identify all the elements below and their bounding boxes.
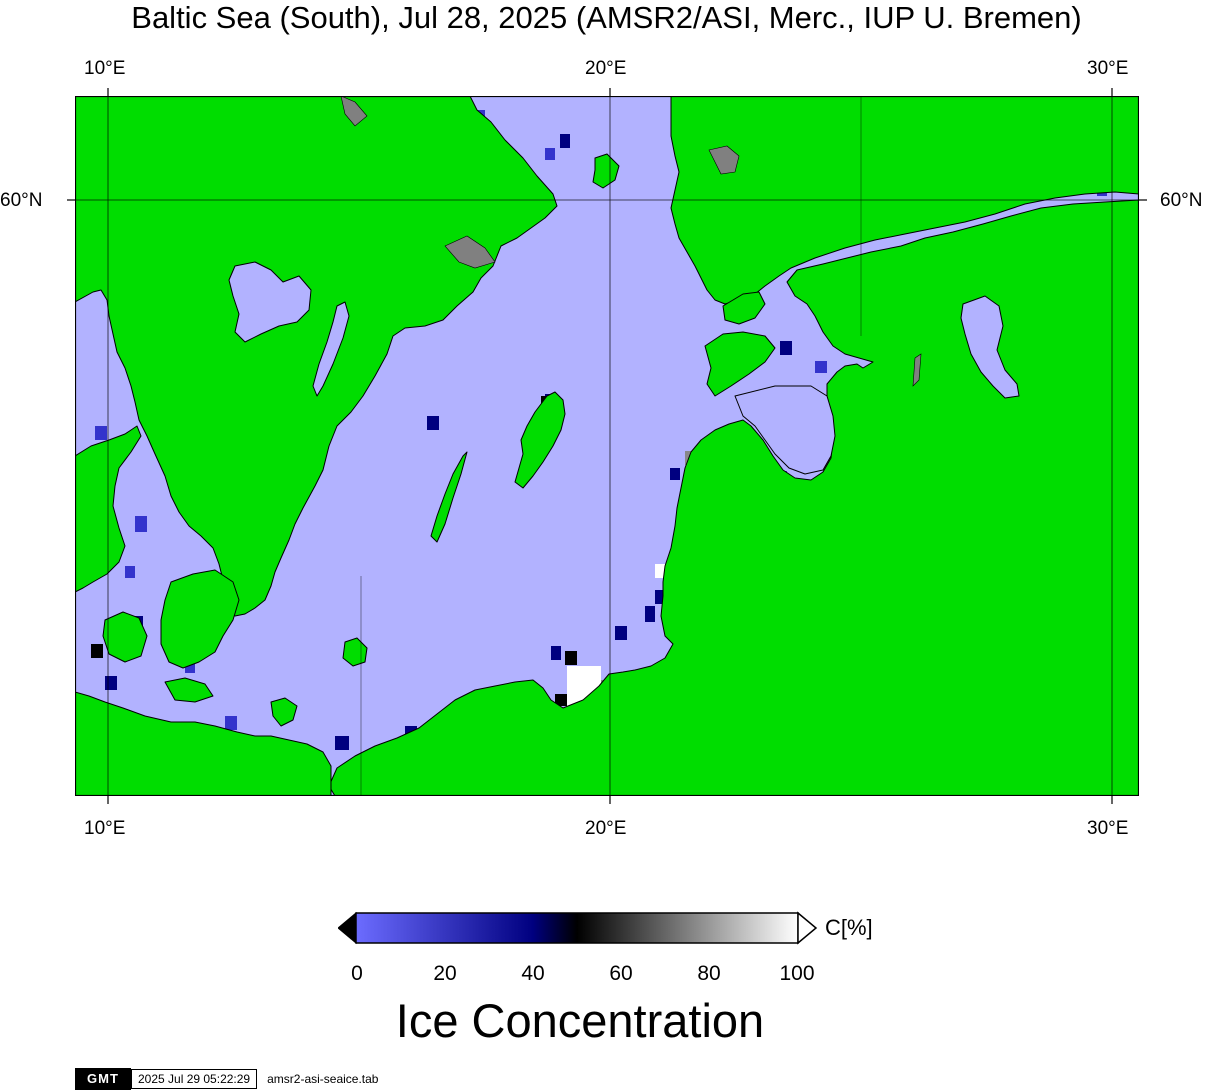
colorbar-tick-20: 20: [433, 962, 457, 985]
colorbar-low-triangle: [338, 911, 357, 945]
land-saaremaa: [704, 331, 776, 397]
land-germany-coast: [75, 691, 332, 796]
land-rugen: [270, 697, 298, 727]
timestamp: 2025 Jul 29 05:22:29: [131, 1068, 258, 1089]
colorbar-gradient: [355, 912, 799, 944]
land-oland: [430, 451, 468, 543]
ice-concentration-colorbar: [338, 911, 818, 945]
colorbar-high-triangle: [797, 911, 818, 945]
land-southeast-coast: [328, 199, 1139, 796]
map-title: Baltic Sea (South), Jul 28, 2025 (AMSR2/…: [131, 0, 1082, 35]
gulf-of-riga: [734, 385, 836, 475]
top-lon-label-30e: 30°E: [1087, 58, 1129, 79]
land-lake-venern: [228, 261, 312, 343]
graticule: [75, 96, 1139, 796]
land-hiiumaa: [722, 291, 766, 325]
bottom-lon-label-10e: 10°E: [84, 818, 126, 839]
colorbar-tick-80: 80: [697, 962, 721, 985]
right-lat-label-60n: 60°N: [1160, 190, 1203, 211]
colorbar-tick-0: 0: [351, 962, 363, 985]
land-lolland: [164, 677, 214, 703]
map-frame: [75, 96, 1139, 796]
top-lon-label-10e: 10°E: [84, 58, 126, 79]
land-lake-vattern: [312, 301, 350, 397]
bottom-lon-label-30e: 30°E: [1087, 818, 1129, 839]
bottom-lon-label-20e: 20°E: [585, 818, 627, 839]
colorbar-tick-100: 100: [779, 962, 815, 985]
baltic-sea-ice-map: [75, 96, 1139, 796]
gmt-logo: GMT: [75, 1067, 131, 1090]
colorbar-tick-40: 40: [521, 962, 545, 985]
masked-cells: [340, 96, 922, 387]
land-funen: [102, 611, 148, 663]
footer: GMT 2025 Jul 29 05:22:29 amsr2-asi-seaic…: [75, 1067, 379, 1090]
source-file-label: amsr2-asi-seaice.tab: [267, 1071, 379, 1086]
land-zealand: [160, 569, 240, 669]
land-scandinavia: [75, 96, 558, 617]
colorbar-tick-60: 60: [609, 962, 633, 985]
colorbar-title: Ice Concentration: [395, 994, 765, 1047]
land-aland: [592, 153, 620, 189]
top-lon-label-20e: 20°E: [585, 58, 627, 79]
left-lat-label-60n: 60°N: [0, 190, 43, 211]
land-lake-peipus: [960, 295, 1020, 399]
colorbar-unit: C[%]: [825, 915, 873, 940]
land-gotland: [514, 391, 566, 489]
